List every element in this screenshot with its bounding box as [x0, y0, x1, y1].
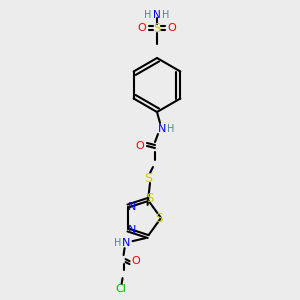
Text: H: H [162, 10, 170, 20]
Text: H: H [167, 124, 175, 134]
Text: O: O [138, 23, 146, 33]
Text: O: O [131, 256, 140, 266]
Text: O: O [136, 141, 144, 151]
Text: S: S [153, 22, 161, 34]
Text: Cl: Cl [115, 284, 126, 294]
Text: N: N [128, 202, 136, 212]
Text: H: H [144, 10, 152, 20]
Text: N: N [158, 124, 166, 134]
Text: H: H [114, 238, 121, 248]
Text: S: S [144, 172, 152, 184]
Text: N: N [128, 225, 136, 235]
Text: O: O [168, 23, 176, 33]
Text: S: S [146, 192, 153, 206]
Text: N: N [153, 10, 161, 20]
Text: S: S [155, 212, 163, 226]
Text: N: N [122, 238, 131, 248]
